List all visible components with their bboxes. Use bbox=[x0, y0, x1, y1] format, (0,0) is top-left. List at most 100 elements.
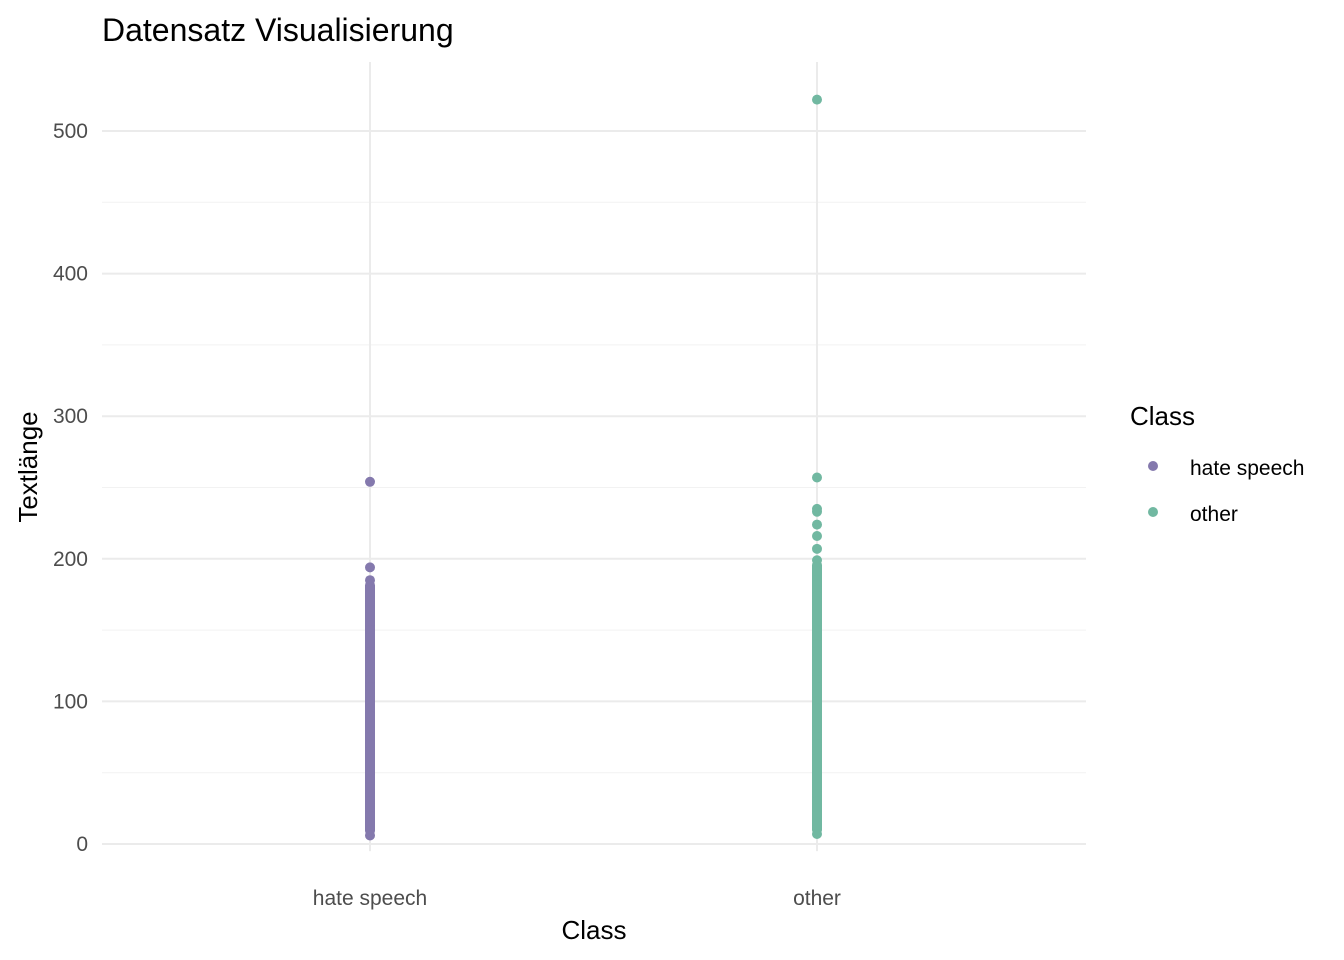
y-tick-label: 500 bbox=[53, 120, 88, 143]
data-point bbox=[365, 653, 375, 664]
data-point bbox=[812, 646, 822, 657]
data-point bbox=[812, 739, 822, 750]
data-point bbox=[365, 562, 375, 573]
data-point bbox=[365, 724, 375, 735]
data-point bbox=[812, 732, 822, 743]
data-point bbox=[812, 617, 822, 628]
data-point bbox=[365, 589, 375, 600]
data-point bbox=[812, 696, 822, 707]
chart-title: Datensatz Visualisierung bbox=[102, 12, 454, 48]
data-point bbox=[812, 817, 822, 828]
legend-label-hate-speech: hate speech bbox=[1190, 457, 1304, 480]
data-point bbox=[812, 625, 822, 636]
data-point bbox=[812, 566, 822, 577]
y-axis-ticks: 0 100 200 300 400 500 bbox=[53, 120, 88, 856]
data-point bbox=[365, 596, 375, 607]
data-point bbox=[812, 543, 822, 554]
data-point bbox=[365, 660, 375, 671]
data-point bbox=[812, 746, 822, 757]
data-point bbox=[365, 617, 375, 628]
data-point bbox=[365, 810, 375, 821]
data-point bbox=[365, 781, 375, 792]
data-point bbox=[365, 689, 375, 700]
data-point bbox=[365, 682, 375, 693]
data-point bbox=[365, 639, 375, 650]
y-axis-title: Textlänge bbox=[13, 411, 43, 522]
data-point bbox=[812, 803, 822, 814]
data-point bbox=[365, 760, 375, 771]
grid-lines bbox=[102, 62, 1086, 852]
legend-key-hate-speech bbox=[1148, 461, 1158, 471]
x-tick-label: hate speech bbox=[313, 887, 427, 910]
data-point bbox=[812, 767, 822, 778]
data-point bbox=[812, 596, 822, 607]
legend-label-other: other bbox=[1190, 503, 1238, 526]
data-point bbox=[365, 753, 375, 764]
data-point bbox=[812, 774, 822, 785]
data-point bbox=[365, 710, 375, 721]
data-point bbox=[365, 575, 375, 586]
data-point bbox=[365, 632, 375, 643]
data-point bbox=[812, 610, 822, 621]
data-point bbox=[812, 703, 822, 714]
data-point bbox=[812, 94, 822, 105]
data-point bbox=[812, 639, 822, 650]
data-point bbox=[365, 739, 375, 750]
data-point bbox=[812, 753, 822, 764]
data-point bbox=[812, 519, 822, 530]
data-point bbox=[812, 810, 822, 821]
data-point bbox=[812, 632, 822, 643]
data-point bbox=[812, 781, 822, 792]
data-point bbox=[812, 724, 822, 735]
data-point bbox=[812, 717, 822, 728]
data-point bbox=[365, 703, 375, 714]
data-point bbox=[812, 667, 822, 678]
data-point bbox=[365, 796, 375, 807]
data-point bbox=[365, 646, 375, 657]
x-axis-ticks: hate speech other bbox=[313, 887, 841, 910]
data-point bbox=[365, 774, 375, 785]
data-point bbox=[365, 675, 375, 686]
data-point bbox=[365, 476, 375, 487]
y-tick-label: 300 bbox=[53, 405, 88, 428]
data-point bbox=[365, 625, 375, 636]
data-point bbox=[365, 667, 375, 678]
data-point bbox=[365, 803, 375, 814]
data-point bbox=[365, 610, 375, 621]
y-tick-label: 400 bbox=[53, 263, 88, 286]
data-point bbox=[812, 682, 822, 693]
data-point bbox=[812, 710, 822, 721]
data-point bbox=[365, 603, 375, 614]
x-axis-title: Class bbox=[561, 915, 626, 945]
data-point bbox=[812, 555, 822, 566]
y-tick-label: 200 bbox=[53, 548, 88, 571]
data-point bbox=[365, 746, 375, 757]
data-point bbox=[365, 767, 375, 778]
data-point bbox=[812, 472, 822, 483]
data-point bbox=[812, 603, 822, 614]
data-point bbox=[365, 717, 375, 728]
data-point bbox=[365, 696, 375, 707]
data-point bbox=[812, 530, 822, 541]
data-point bbox=[812, 506, 822, 517]
data-point bbox=[365, 817, 375, 828]
data-point bbox=[365, 789, 375, 800]
legend-title: Class bbox=[1130, 401, 1195, 431]
y-tick-label: 100 bbox=[53, 690, 88, 713]
data-point bbox=[812, 760, 822, 771]
y-tick-label: 0 bbox=[76, 833, 88, 856]
data-point bbox=[812, 660, 822, 671]
data-point bbox=[812, 675, 822, 686]
x-tick-label: other bbox=[793, 887, 841, 910]
data-point bbox=[812, 689, 822, 700]
data-point bbox=[812, 789, 822, 800]
data-point bbox=[365, 732, 375, 743]
data-point bbox=[812, 829, 822, 840]
data-point bbox=[365, 830, 375, 841]
legend: Class hate speech other bbox=[1130, 401, 1304, 526]
data-point bbox=[812, 653, 822, 664]
data-point bbox=[812, 796, 822, 807]
data-points bbox=[365, 94, 822, 841]
